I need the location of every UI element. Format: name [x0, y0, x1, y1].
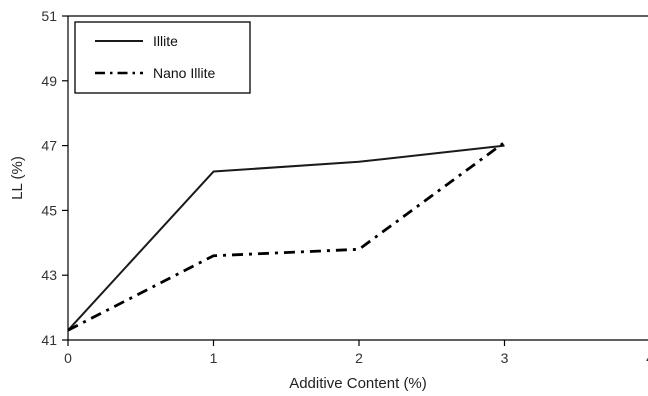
legend-label-nano-illite: Nano Illite	[153, 65, 215, 81]
x-tick-label: 0	[64, 350, 72, 366]
legend: Illite Nano Illite	[74, 21, 251, 94]
y-tick-label: 45	[41, 202, 57, 218]
y-tick-label: 41	[41, 332, 57, 348]
y-tick-label: 43	[41, 267, 57, 283]
series-line-nano-illite	[67, 141, 506, 332]
x-tick-label: 3	[501, 350, 509, 366]
ticks: 41 43 45 47 49 51 0 1 2 3 4	[41, 8, 648, 366]
y-tick-label: 51	[41, 8, 57, 24]
y-tick-label: 47	[41, 138, 57, 154]
legend-box	[74, 21, 251, 94]
x-tick-label: 2	[355, 350, 363, 366]
y-tick-label: 49	[41, 73, 57, 89]
y-axis-title: LL (%)	[9, 156, 26, 200]
series-layer	[67, 141, 506, 332]
x-tick-label: 1	[210, 350, 218, 366]
x-tick-label: 4	[646, 350, 648, 366]
legend-label-illite: Illite	[153, 33, 178, 49]
series-line-illite	[67, 144, 505, 331]
x-axis-title: Additive Content (%)	[289, 375, 427, 392]
